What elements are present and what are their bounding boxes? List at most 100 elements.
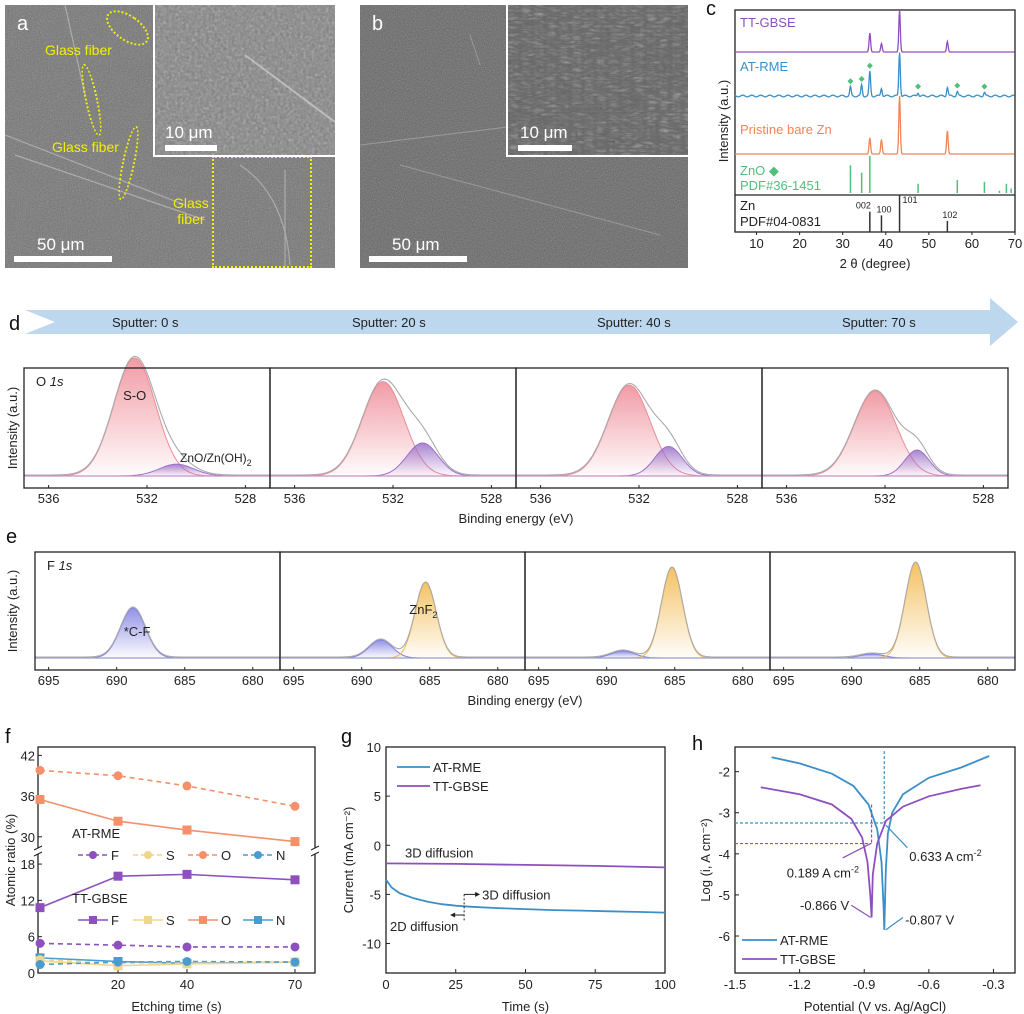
icorr-label-tt-gbse: 0.189 A cm-2 <box>787 864 859 880</box>
y-tick-label: -5 <box>369 887 381 902</box>
annotation-arrow-icorr-at <box>885 824 908 849</box>
sem-image-a: a Glass fiber Glass fiber Glass fiber 10… <box>5 5 335 268</box>
icorr-unit-sup: -2 <box>851 864 859 874</box>
y-axis-title: Atomic ratio (%) <box>3 814 18 906</box>
legend-label: N <box>276 913 285 928</box>
zn-miller-index: 102 <box>942 210 957 220</box>
x-tick-label: 690 <box>106 673 128 688</box>
x-tick-label: 685 <box>174 673 196 688</box>
glass-fiber-label-1: Glass fiber <box>45 42 112 58</box>
x-tick-label: 60 <box>965 236 979 251</box>
xrd-chart: TT-GBSE AT-RME Pristine bare Zn ZnO ◆PDF#36… <box>716 9 1022 271</box>
x-tick-label: 532 <box>136 491 158 506</box>
sputter-label-70: Sputter: 70 s <box>842 315 916 330</box>
series-line-tt-gbse-f <box>39 873 296 909</box>
x-tick-label: -1.2 <box>788 977 810 992</box>
sputter-arrow-shape <box>25 298 1018 346</box>
envelope-line <box>24 355 270 476</box>
zn-ref-label: Zn <box>740 198 755 213</box>
zno-diamond-marker <box>858 76 865 82</box>
x-axis-title: Binding energy (eV) <box>459 511 574 526</box>
y-tick-label: -3 <box>718 806 730 821</box>
xrd-series-label: Pristine bare Zn <box>740 122 832 137</box>
xrd-line-pristine-bare-zn <box>735 95 1015 155</box>
axis-break-gap <box>35 848 41 854</box>
sem-image-b: b 10 μm 50 μm <box>360 5 688 268</box>
x-tick-label: 20 <box>792 236 806 251</box>
data-point-circle <box>35 960 45 970</box>
x-tick-label: 528 <box>481 491 503 506</box>
x-tick-label: 532 <box>628 491 650 506</box>
x-tick-label: 536 <box>284 491 306 506</box>
legend-label: N <box>276 848 285 863</box>
glass-fiber-label-2: Glass fiber <box>52 139 119 155</box>
peak-fill-s-o <box>270 381 516 476</box>
x-tick-label: 685 <box>909 673 931 688</box>
x-tick-label: 0 <box>382 977 389 992</box>
data-point-circle <box>290 957 300 967</box>
data-point-square <box>290 837 300 847</box>
sem-inset-a: 10 μm <box>153 5 335 157</box>
y-tick-label: 10 <box>367 740 381 755</box>
zn-miller-index: 002 <box>856 201 871 211</box>
inset-scale-bar-a <box>165 145 217 151</box>
icorr-unit-sup: -2 <box>974 848 982 858</box>
x-tick-label: 695 <box>38 673 60 688</box>
y-tick-label: 12 <box>21 893 35 908</box>
x-axis-title: Time (s) <box>502 999 549 1014</box>
scale-label-a: 50 μm <box>37 235 85 254</box>
peak-fill-s-o <box>516 385 762 476</box>
axis-break-mark <box>310 845 320 851</box>
legend-marker <box>144 851 152 859</box>
x-tick-label: 70 <box>288 977 302 992</box>
data-point-circle <box>182 781 192 791</box>
x-tick-label: 695 <box>283 673 305 688</box>
envelope-line <box>270 378 516 476</box>
data-point-circle <box>113 957 123 967</box>
peak-fill-s-o <box>762 391 1008 476</box>
x-tick-label: 690 <box>596 673 618 688</box>
legend-label: AT-RME <box>433 760 481 775</box>
x-tick-label: 40 <box>879 236 893 251</box>
title-italic: 1s <box>59 558 73 573</box>
legend-group-title: AT-RME <box>72 826 120 841</box>
envelope-line <box>762 389 1008 476</box>
x-tick-label: 680 <box>242 673 264 688</box>
y-tick-label: -2 <box>718 765 730 780</box>
annotation-arrow-icorr-tt <box>842 843 871 859</box>
x-tick-label: 70 <box>1008 236 1022 251</box>
tafel-curve-tt-gbse <box>760 784 981 918</box>
x-tick-label: 25 <box>449 977 463 992</box>
legend-label: TT-GBSE <box>433 779 489 794</box>
panel-letter-h: h <box>692 733 704 755</box>
y-tick-label: 0 <box>374 838 381 853</box>
scale-bar-a <box>14 256 112 262</box>
x-tick-label: 528 <box>727 491 749 506</box>
x-tick-label: 528 <box>235 491 257 506</box>
data-point-square <box>113 816 123 826</box>
icorr-label-at-rme: 0.633 A cm-2 <box>909 848 981 864</box>
xrd-series-label: TT-GBSE <box>740 15 796 30</box>
x-tick-label: 100 <box>654 977 676 992</box>
legend-label: S <box>166 848 175 863</box>
axis-break-gap <box>312 848 318 854</box>
scale-bar-b <box>369 256 467 262</box>
peak-line-znf2 <box>770 562 1015 659</box>
tafel-chart: -6 -5 -4 -3 -2 -1.5 -1.2 -0.9 -0.6 -0.3 Potential … <box>698 746 1016 1014</box>
zn-miller-index: 101 <box>903 195 918 205</box>
x-tick-label: 536 <box>38 491 60 506</box>
annotation-arrow-ecorr-at <box>885 917 904 931</box>
axis-break-mark <box>33 845 43 851</box>
legend-label: O <box>221 913 231 928</box>
legend-marker <box>89 916 97 924</box>
tafel-curve-at-rme <box>771 755 990 930</box>
x-tick-label: -0.3 <box>982 977 1004 992</box>
so-peak-label: S-O <box>123 388 146 403</box>
data-point-circle <box>290 801 300 811</box>
data-point-square <box>113 871 123 881</box>
x-tick-label: 685 <box>664 673 686 688</box>
legend-label: F <box>111 913 119 928</box>
y-tick-label: -10 <box>362 937 381 952</box>
znf2-peak-label: ZnF2 <box>409 602 437 620</box>
